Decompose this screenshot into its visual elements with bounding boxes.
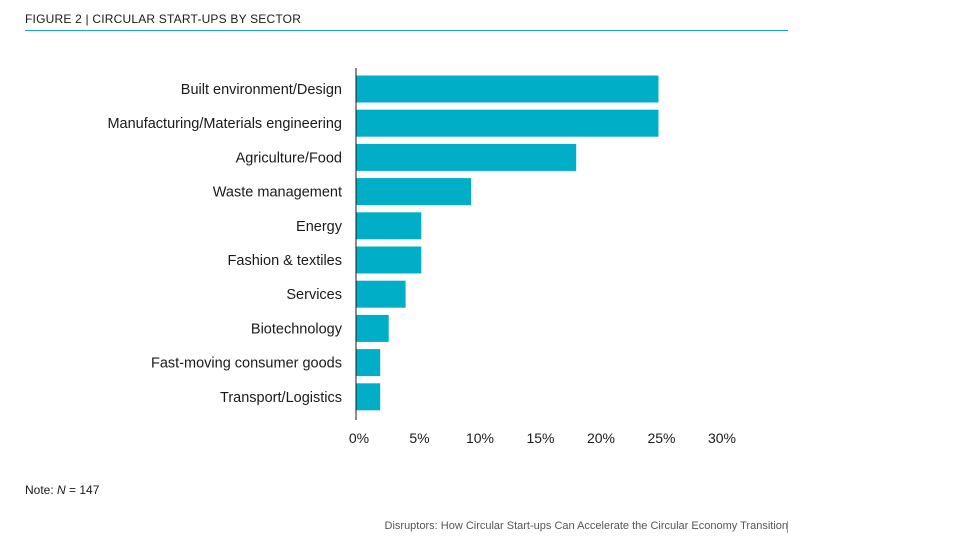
x-tick-label-2: 10% bbox=[466, 430, 494, 446]
x-tick-label-3: 15% bbox=[526, 430, 554, 446]
category-label-8: Fast-moving consumer goods bbox=[151, 356, 342, 372]
x-tick-labels-group: 0% 5% 10% 15% 20% 25% 30% bbox=[349, 430, 736, 446]
footer-divider bbox=[787, 521, 788, 533]
note-prefix: Note: bbox=[25, 483, 58, 497]
bar-7 bbox=[356, 314, 389, 342]
category-label-9: Transport/Logistics bbox=[220, 390, 342, 406]
note-suffix: = 147 bbox=[65, 483, 100, 497]
bar-0 bbox=[356, 75, 659, 103]
bar-8 bbox=[356, 349, 381, 377]
note-variable: N bbox=[57, 483, 66, 497]
figure-title: FIGURE 2 | CIRCULAR START-UPS BY SECTOR bbox=[25, 12, 302, 26]
category-label-3: Waste management bbox=[213, 185, 342, 201]
bar-5 bbox=[356, 246, 422, 274]
bar-3 bbox=[356, 178, 471, 206]
x-tick-label-6: 30% bbox=[708, 430, 736, 446]
bar-2 bbox=[356, 143, 577, 171]
bar-4 bbox=[356, 212, 422, 240]
category-label-2: Agriculture/Food bbox=[236, 150, 342, 166]
x-tick-label-4: 20% bbox=[587, 430, 615, 446]
bars-group bbox=[356, 75, 659, 411]
category-label-1: Manufacturing/Materials engineering bbox=[107, 116, 342, 132]
x-tick-label-0: 0% bbox=[349, 430, 369, 446]
x-tick-label-1: 5% bbox=[409, 430, 429, 446]
x-tick-label-5: 25% bbox=[647, 430, 675, 446]
sample-size-note: Note: N = 147 bbox=[25, 483, 99, 497]
report-footer: Disruptors: How Circular Start-ups Can A… bbox=[384, 520, 788, 532]
bar-1 bbox=[356, 109, 659, 137]
category-label-4: Energy bbox=[296, 219, 343, 235]
category-label-7: Biotechnology bbox=[251, 321, 343, 337]
category-label-0: Built environment/Design bbox=[181, 82, 342, 98]
category-label-6: Services bbox=[286, 287, 342, 303]
title-divider bbox=[25, 30, 788, 31]
bar-9 bbox=[356, 383, 381, 411]
bar-6 bbox=[356, 280, 406, 308]
category-label-5: Fashion & textiles bbox=[228, 253, 342, 269]
sector-bar-chart: Built environment/Design Manufacturing/Ma… bbox=[107, 68, 736, 446]
category-labels-group: Built environment/Design Manufacturing/Ma… bbox=[107, 82, 342, 406]
